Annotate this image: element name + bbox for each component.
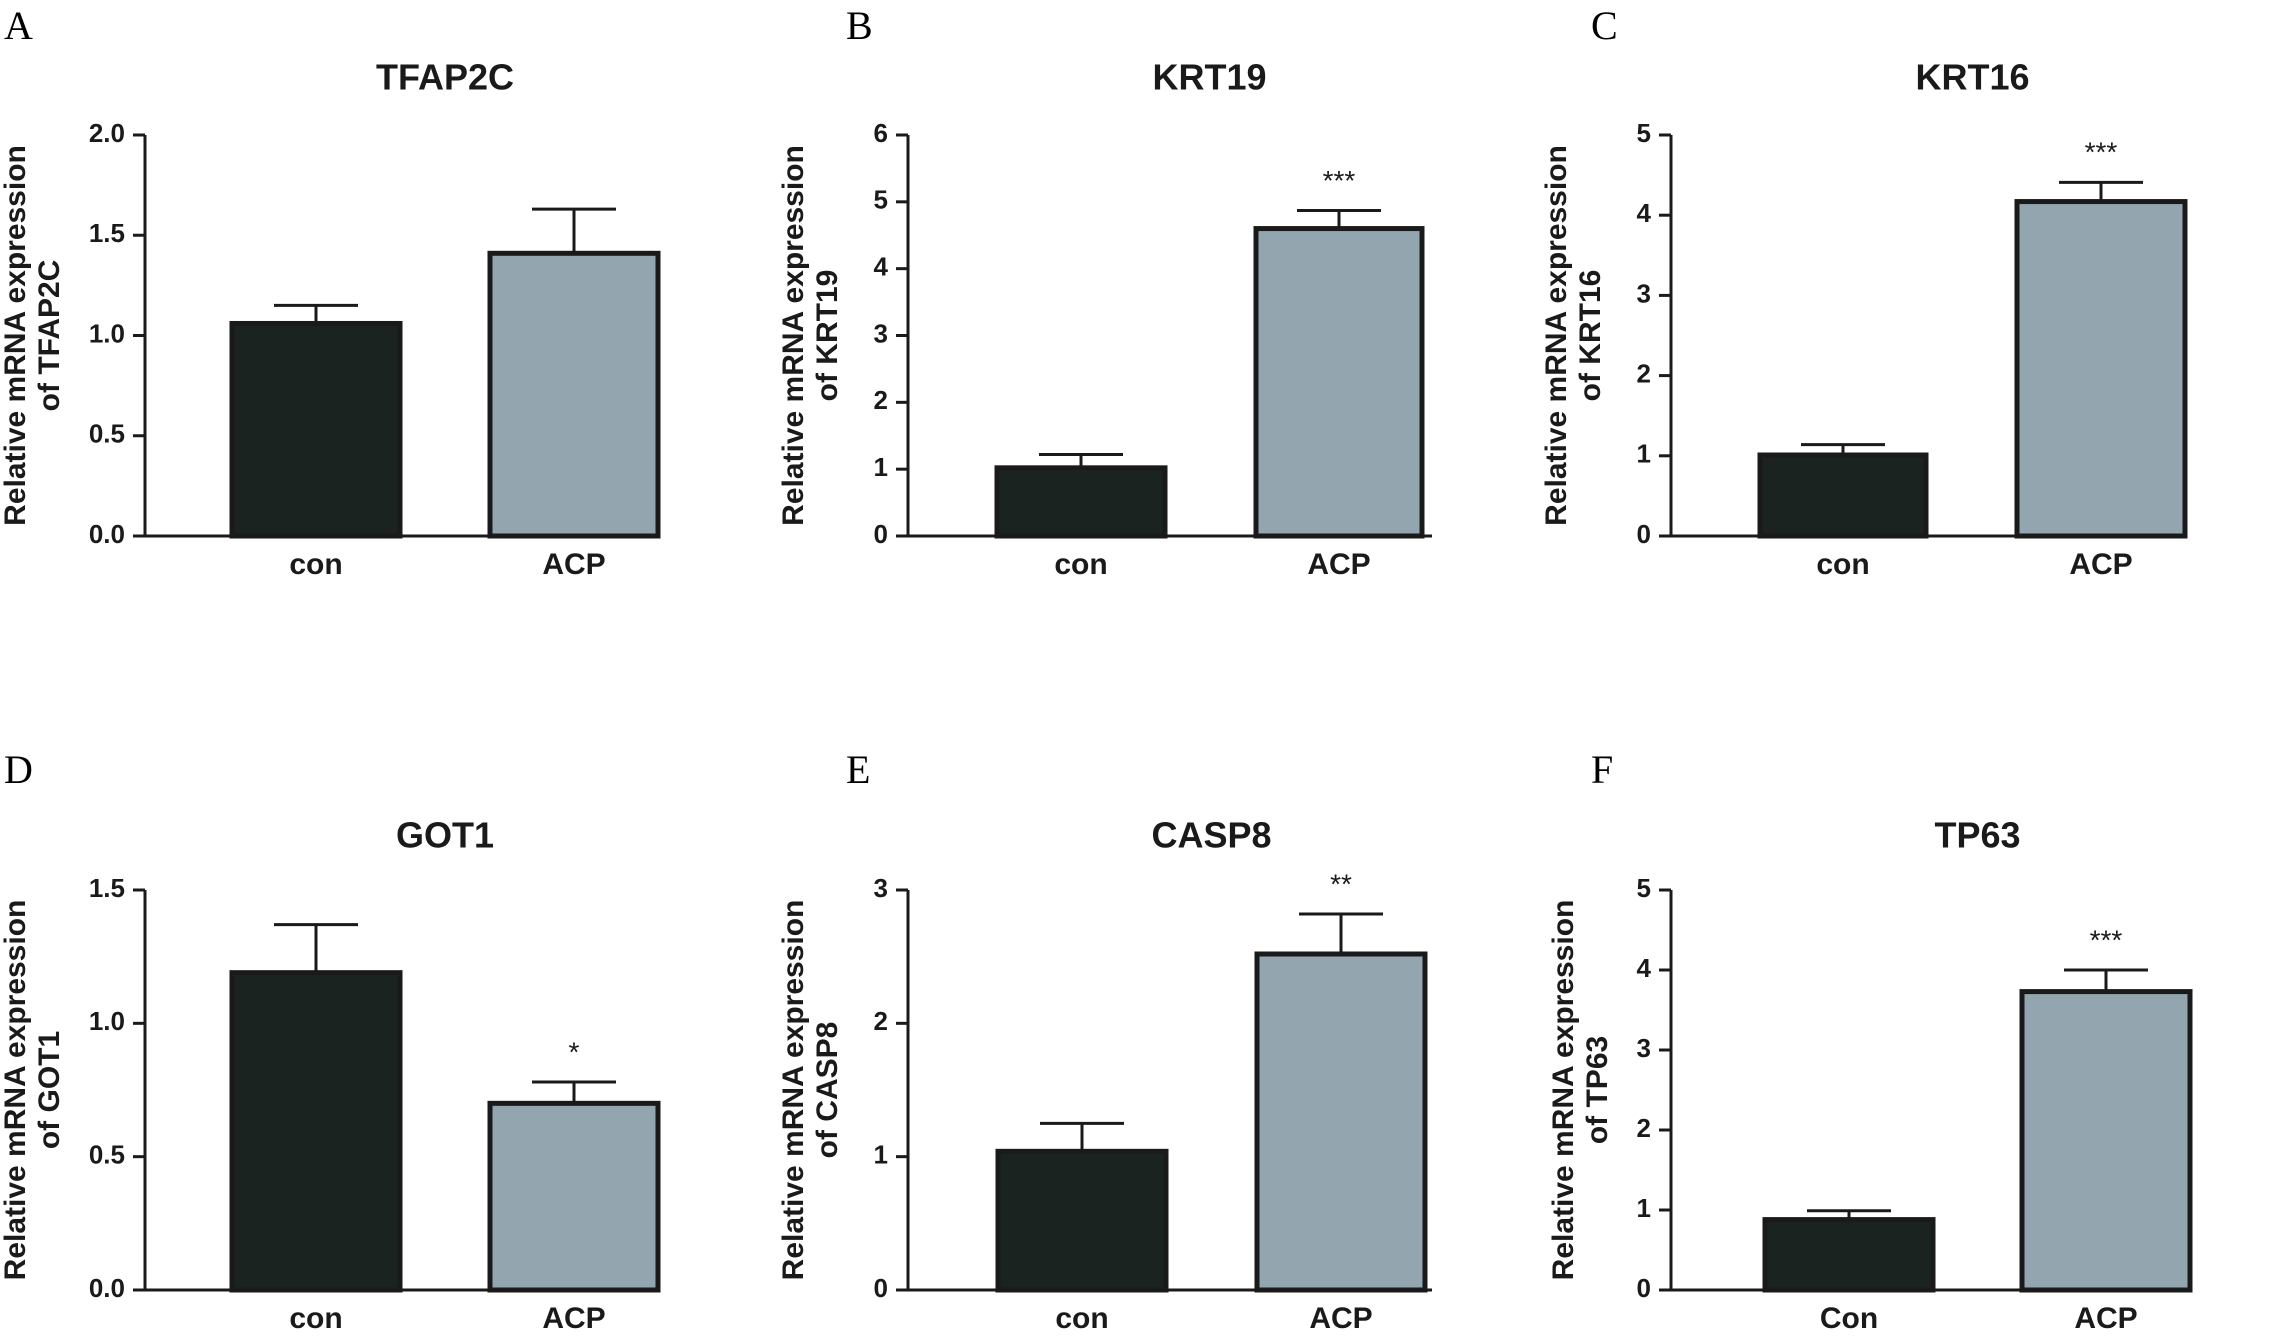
bar-acp [487,1100,661,1293]
y-tick-label: 2 [1637,358,1651,388]
y-tick-label: 5 [1637,873,1651,903]
y-tick-label: 1 [874,452,888,482]
bar-acp [1254,951,1428,1293]
panel-a: A TFAP2C Relative mRNA expression of TFAP2C… [0,3,661,581]
y-axis-label-line1: Relative mRNA expression [0,900,32,1281]
bar-acp [487,250,661,539]
y-tick-label: 0.0 [89,519,125,549]
y-tick-label: 1.0 [89,318,125,348]
y-tick-label: 0 [1637,519,1651,549]
y-tick-label: 5 [1637,118,1651,148]
y-tick-label: 0 [874,1273,888,1303]
category-label: Con [1820,1302,1878,1335]
y-axis-label-line2: of KRT19 [811,270,844,402]
y-tick-label: 6 [874,118,888,148]
significance-label: *** [2090,924,2123,955]
y-axis-label-line2: of TFAP2C [33,260,66,412]
bar-con [995,1148,1169,1293]
panel-f: F TP63 Relative mRNA expression of TP63 0 1 2 3… [1547,747,2193,1335]
bar-con [229,970,403,1293]
y-tick-label: 4 [874,252,889,282]
y-tick-label: 4 [1637,953,1652,983]
y-tick-label: 0 [1637,1273,1651,1303]
y-tick-label: 4 [1637,198,1652,228]
category-label: ACP [1309,1302,1372,1335]
panel-e: E CASP8 Relative mRNA expression of CASP8 0 1… [777,747,1432,1335]
significance-label: * [569,1036,580,1067]
y-tick-label: 3 [1637,278,1651,308]
chart-title: KRT16 [1915,57,2029,98]
category-label: con [1055,1302,1108,1335]
y-tick-label: 1 [1637,1193,1651,1223]
panel-letter: E [846,747,870,792]
y-axis-label-line2: of GOT1 [33,1031,66,1149]
category-label: ACP [542,1302,605,1335]
y-tick-label: 0.5 [89,419,125,449]
chart-title: CASP8 [1151,815,1271,856]
category-label: con [1054,548,1107,581]
y-axis-label-line1: Relative mRNA expression [1547,900,1580,1281]
y-tick-label: 3 [1637,1033,1651,1063]
y-tick-label: 2 [874,1006,888,1036]
bar-acp [2014,199,2188,539]
y-axis-label-line1: Relative mRNA expression [777,145,810,526]
y-tick-label: 5 [874,185,888,215]
significance-label: *** [2085,137,2118,168]
y-tick-label: 0.5 [89,1140,125,1170]
y-tick-label: 3 [874,318,888,348]
y-tick-label: 1.5 [89,218,125,248]
y-tick-label: 0 [874,519,888,549]
bar-acp [2019,989,2193,1293]
y-tick-label: 1.5 [89,873,125,903]
y-tick-label: 3 [874,873,888,903]
chart-title: TP63 [1934,815,2020,856]
category-label: con [1816,548,1869,581]
panel-letter: F [1591,747,1613,792]
chart-title: GOT1 [396,815,494,856]
y-axis-label-line2: of KRT16 [1574,270,1607,402]
significance-label: *** [1323,165,1356,196]
panel-letter: D [4,747,33,792]
category-label: ACP [1307,548,1370,581]
category-label: ACP [2074,1302,2137,1335]
bar-con [229,320,403,539]
significance-label: ** [1330,868,1352,899]
y-tick-label: 1.0 [89,1006,125,1036]
y-axis-label-line2: of TP63 [1581,1036,1614,1144]
y-tick-label: 1 [1637,439,1651,469]
category-label: ACP [2069,548,2132,581]
y-tick-label: 2 [874,385,888,415]
y-axis-label-line1: Relative mRNA expression [1540,145,1573,526]
y-axis-label-line2: of CASP8 [811,1022,844,1159]
bar-acp [1253,226,1425,539]
chart-title: KRT19 [1152,57,1266,98]
chart-title: TFAP2C [376,57,514,98]
category-label: con [289,548,342,581]
y-tick-label: 2.0 [89,118,125,148]
panel-c: C KRT16 Relative mRNA expression of KRT16 0 1… [1540,3,2188,581]
y-axis-label-line1: Relative mRNA expression [0,145,32,526]
bar-con [1757,452,1929,539]
bar-con [1762,1217,1936,1293]
category-label: con [289,1302,342,1335]
y-tick-label: 1 [874,1140,888,1170]
panel-b: B KRT19 Relative mRNA expression of KRT19 0 1… [777,3,1432,581]
category-label: ACP [542,548,605,581]
panel-letter: C [1591,3,1618,48]
panel-letter: B [846,3,873,48]
bar-con [994,465,1168,539]
y-axis-label-line1: Relative mRNA expression [777,900,810,1281]
y-tick-label: 2 [1637,1113,1651,1143]
panel-letter: A [4,3,33,48]
y-tick-label: 0.0 [89,1273,125,1303]
panel-d: D GOT1 Relative mRNA expression of GOT1 0.0 0… [0,747,661,1335]
